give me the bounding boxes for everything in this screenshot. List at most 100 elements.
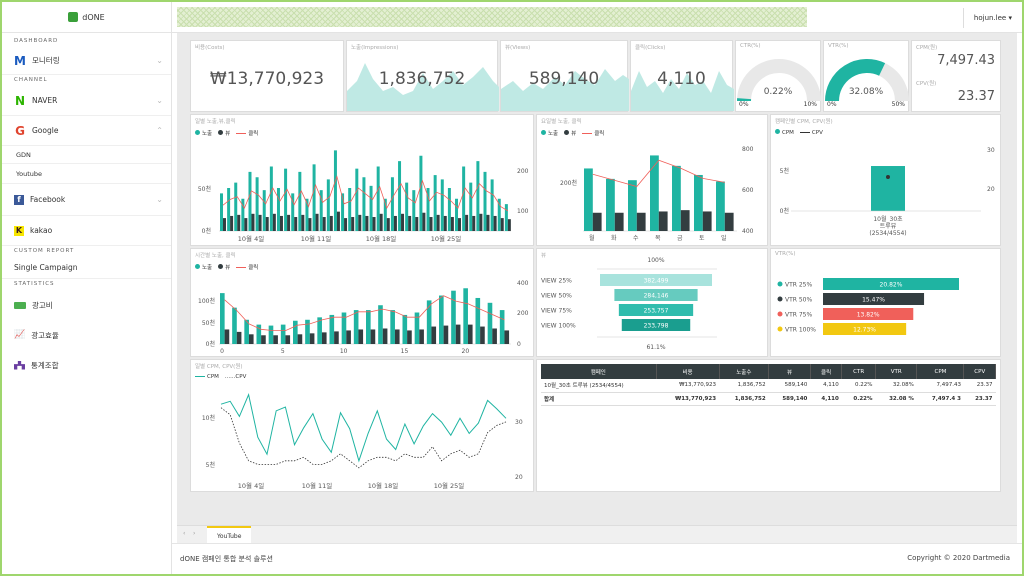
daily-chart-card[interactable]: 일별 노출,뷰,클릭 노출 뷰 클릭 0천 50천 100 200 10월 4일 10월 …: [190, 114, 534, 246]
kpi-cpm-card[interactable]: CPM(원) 7,497.43 CPV(원) 23.37: [911, 40, 1001, 112]
table-header-cell[interactable]: 뷰: [768, 364, 811, 379]
views-bar: [504, 330, 510, 344]
sidebar-item-ad-cost[interactable]: 광고비: [2, 290, 171, 320]
kpi-views-card[interactable]: 뷰(Views) 589,140: [500, 40, 629, 112]
impressions-bar: [414, 312, 420, 344]
funnel-value-label: 233,798: [644, 323, 669, 330]
legend-cpm: CPM: [775, 129, 794, 136]
kpi-ctr-card[interactable]: CTR(%) 0.22% 0% 10%: [735, 40, 821, 112]
table-cell: ₩13,770,923: [656, 392, 720, 406]
impressions-bar: [232, 307, 237, 344]
table-row[interactable]: 10월_30초 트루뷰 (2534/4554) ₩13,770,923 1,836,…: [541, 379, 996, 393]
sidebar-item-single-campaign[interactable]: Single Campaign: [2, 257, 171, 279]
impressions-bar: [455, 198, 459, 231]
table-total-row[interactable]: 합계 ₩13,770,923 1,836,752 589,140 4,110 0.22% 3…: [541, 392, 996, 406]
views-bar: [467, 324, 473, 344]
sidebar-item-kakao[interactable]: K kakao: [2, 216, 171, 246]
section-channel: CHANNEL: [14, 77, 48, 83]
kpi-value: 1,836,752: [378, 69, 466, 89]
funnel-chart-card[interactable]: 뷰 100% 382,499 VIEW 25% 284,146 VIEW 50% 253,…: [536, 248, 768, 357]
vtr-chart-card[interactable]: VTR(%) VTR 25% 20.82% VTR 50% 15.47% VTR 75%…: [770, 248, 1001, 357]
impressions-bar: [326, 179, 330, 231]
logo-icon: [68, 12, 79, 22]
legend-dot: [777, 326, 783, 332]
legend-label: 클릭: [248, 265, 259, 271]
table-header-cell[interactable]: CPM: [916, 364, 965, 379]
logo-text: dONE: [82, 12, 105, 22]
sidebar-item-gdn[interactable]: GDN: [2, 146, 171, 164]
x-tick-label: (2534/4554): [869, 230, 906, 237]
table-header-cell[interactable]: CTR: [841, 364, 877, 379]
axis-tick-label: 200: [517, 310, 529, 317]
tab-next-icon[interactable]: ›: [193, 530, 196, 537]
x-tick-label: 10월 25일: [431, 234, 462, 243]
legend-dots: ......: [224, 374, 236, 380]
views-bar: [492, 328, 497, 344]
views-bar: [680, 210, 690, 231]
kpi-cost-card[interactable]: 비용(Costs) ₩13,770,923: [190, 40, 344, 112]
table-header-row: 캠페인 비용 노출수 뷰 클릭 CTR VTR CPM CPV: [541, 364, 996, 379]
impressions-bar: [650, 155, 659, 231]
sidebar-item-stats[interactable]: 통계조합: [2, 350, 171, 380]
legend-label: CPV: [811, 129, 823, 136]
funnel-bottom-label: 61.1%: [646, 344, 665, 351]
chart-title: 일별 CPM, CPV(원): [195, 364, 243, 370]
kpi-impressions-card[interactable]: 노출(Impressions) 1,836,752: [346, 40, 499, 112]
table-header-cell[interactable]: 비용: [656, 364, 720, 379]
user-menu[interactable]: hojun.lee ▾: [962, 8, 1022, 28]
sidebar-item-facebook[interactable]: f Facebook ⌄: [2, 184, 171, 216]
table-header-cell[interactable]: 캠페인: [541, 364, 657, 379]
sidebar-item-google[interactable]: G Google ⌃: [2, 116, 171, 146]
views-bar: [351, 217, 355, 231]
sidebar-item-ad-efficiency[interactable]: 📈 광고효율: [2, 320, 171, 350]
kpi-vtr-card[interactable]: VTR(%) 32.08% 0% 50%: [823, 40, 909, 112]
campaign-table-card[interactable]: 캠페인 비용 노출수 뷰 클릭 CTR VTR CPM CPV 10월_30초 트루뷰 (253…: [536, 359, 1001, 492]
table-header-cell[interactable]: CPV: [963, 364, 996, 379]
sidebar-item-naver[interactable]: N NAVER ⌄: [2, 86, 171, 116]
chart-legend: 노출 뷰 클릭: [195, 263, 258, 271]
x-tick-label: 10월 18일: [366, 234, 397, 243]
axis-tick-label: 400: [742, 228, 754, 235]
table-header-cell[interactable]: 클릭: [810, 364, 843, 379]
daily-chart: 0천 50천 100 200 10월 4일 10월 11일 10월 18일 10월 25일: [198, 150, 529, 243]
x-tick-label: 10월_30초: [873, 215, 903, 223]
daily-cpm-chart-card[interactable]: 일별 CPM, CPV(원) CPM ......CPV 5천 10천 20 30 10…: [190, 359, 534, 492]
impressions-bar: [402, 314, 408, 344]
axis-tick-label: 5천: [206, 461, 215, 469]
views-bar: [393, 215, 397, 231]
impressions-bar: [426, 300, 432, 344]
table-header-cell[interactable]: 노출수: [719, 364, 770, 379]
impressions-bar: [451, 290, 456, 344]
hourly-chart-card[interactable]: 시간별 노출, 클릭 노출 뷰 클릭 0천 50천 100천 0 200 400 0 5 10 1…: [190, 248, 534, 357]
vtr-category-label: VTR 50%: [785, 297, 812, 304]
table-header-cell[interactable]: VTR: [875, 364, 918, 379]
impressions-bar: [419, 155, 423, 231]
table-cell: 4,110: [810, 392, 842, 406]
sidebar-item-youtube[interactable]: Youtube: [2, 164, 171, 184]
clicks-line: [592, 159, 725, 187]
views-area-chart: [501, 69, 629, 111]
footer-left: dONE 캠페인 통합 분석 솔루션: [180, 555, 273, 563]
views-bar: [465, 214, 469, 231]
axis-tick-label: 30: [987, 147, 995, 154]
tab-youtube[interactable]: YouTube: [207, 526, 252, 544]
campaign-chart-card[interactable]: 캠페인별 CPM, CPV(원) CPM CPV 0천 5천 20 30 10월_30초…: [770, 114, 1001, 246]
views-bar: [244, 218, 248, 231]
x-tick-label: 10월 11일: [301, 234, 332, 243]
logo[interactable]: dONE: [2, 2, 171, 33]
views-bar: [344, 218, 348, 231]
sidebar-item-label: 광고비: [32, 300, 53, 310]
legend-cpv: ......CPV: [225, 374, 246, 380]
views-bar: [237, 214, 241, 231]
impressions-bar: [312, 164, 316, 231]
kpi-clicks-card[interactable]: 클릭(Clicks) 4,110: [630, 40, 734, 112]
axis-tick-label: 10천: [202, 414, 215, 422]
sidebar-item-label: Google: [32, 126, 59, 135]
sidebar-item-monitoring[interactable]: M 모니터링 ⌄: [2, 47, 171, 75]
views-bar: [479, 213, 483, 231]
chart-legend: 노출 뷰 클릭: [541, 129, 604, 137]
legend-label: 노출: [548, 131, 559, 137]
dow-chart-card[interactable]: 요일별 노출, 클릭 노출 뷰 클릭 200천 400 600 800 월 화 수 목 금 토 일: [536, 114, 768, 246]
tab-prev-icon[interactable]: ‹: [183, 530, 186, 537]
sidebar-item-label: Facebook: [30, 195, 66, 204]
